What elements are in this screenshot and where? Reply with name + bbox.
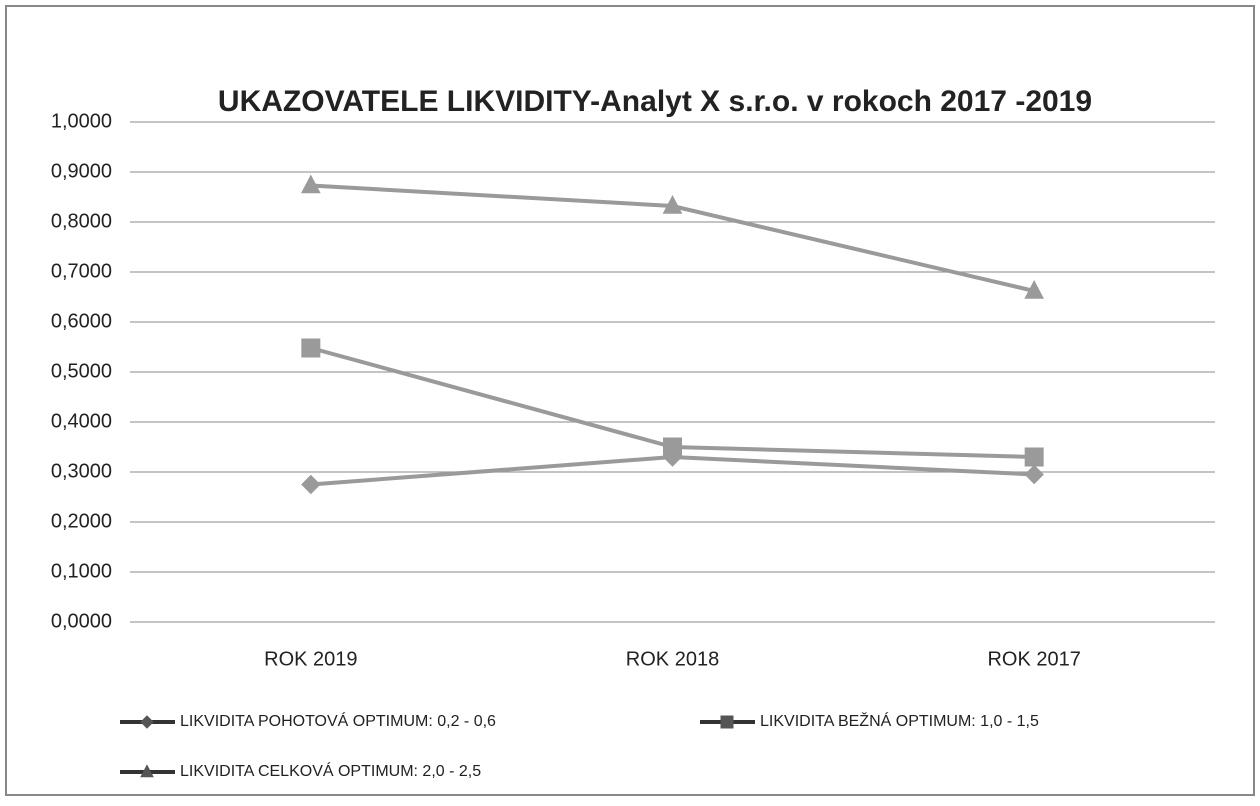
data-point <box>1024 280 1044 299</box>
y-tick-label: 0,5000 <box>51 360 112 382</box>
data-point <box>301 174 321 194</box>
y-tick-label: 0,1000 <box>51 560 112 582</box>
data-point <box>663 437 682 457</box>
y-tick-label: 0,2000 <box>51 510 112 532</box>
legend-marker <box>140 764 154 778</box>
legend-marker <box>720 715 734 729</box>
legend-label: LIKVIDITA POHOTOVÁ OPTIMUM: 0,2 - 0,6 <box>180 711 496 730</box>
chart-title: UKAZOVATELE LIKVIDITY-Analyt X s.r.o. v … <box>218 85 1092 118</box>
y-tick-label: 0,7000 <box>51 260 112 282</box>
y-tick-label: 0,0000 <box>51 610 112 632</box>
data-point <box>301 338 321 358</box>
x-tick-label: ROK 2019 <box>264 648 357 670</box>
y-tick-label: 0,8000 <box>51 210 112 232</box>
x-tick-label: ROK 2017 <box>987 648 1080 670</box>
y-tick-label: 1,0000 <box>51 110 112 132</box>
legend-marker <box>140 715 154 729</box>
data-point <box>301 474 321 495</box>
legend-label: LIKVIDITA BEŽNÁ OPTIMUM: 1,0 - 1,5 <box>760 711 1039 730</box>
data-point <box>1024 464 1044 485</box>
chart-frame <box>5 5 1255 796</box>
y-tick-label: 0,3000 <box>51 460 112 482</box>
y-tick-label: 0,4000 <box>51 410 112 432</box>
x-tick-label: ROK 2018 <box>626 648 719 670</box>
legend-label: LIKVIDITA CELKOVÁ OPTIMUM: 2,0 - 2,5 <box>180 761 481 780</box>
y-tick-label: 0,6000 <box>51 310 112 332</box>
data-point <box>1024 447 1044 467</box>
y-tick-label: 0,9000 <box>51 160 112 182</box>
data-point <box>662 195 683 214</box>
